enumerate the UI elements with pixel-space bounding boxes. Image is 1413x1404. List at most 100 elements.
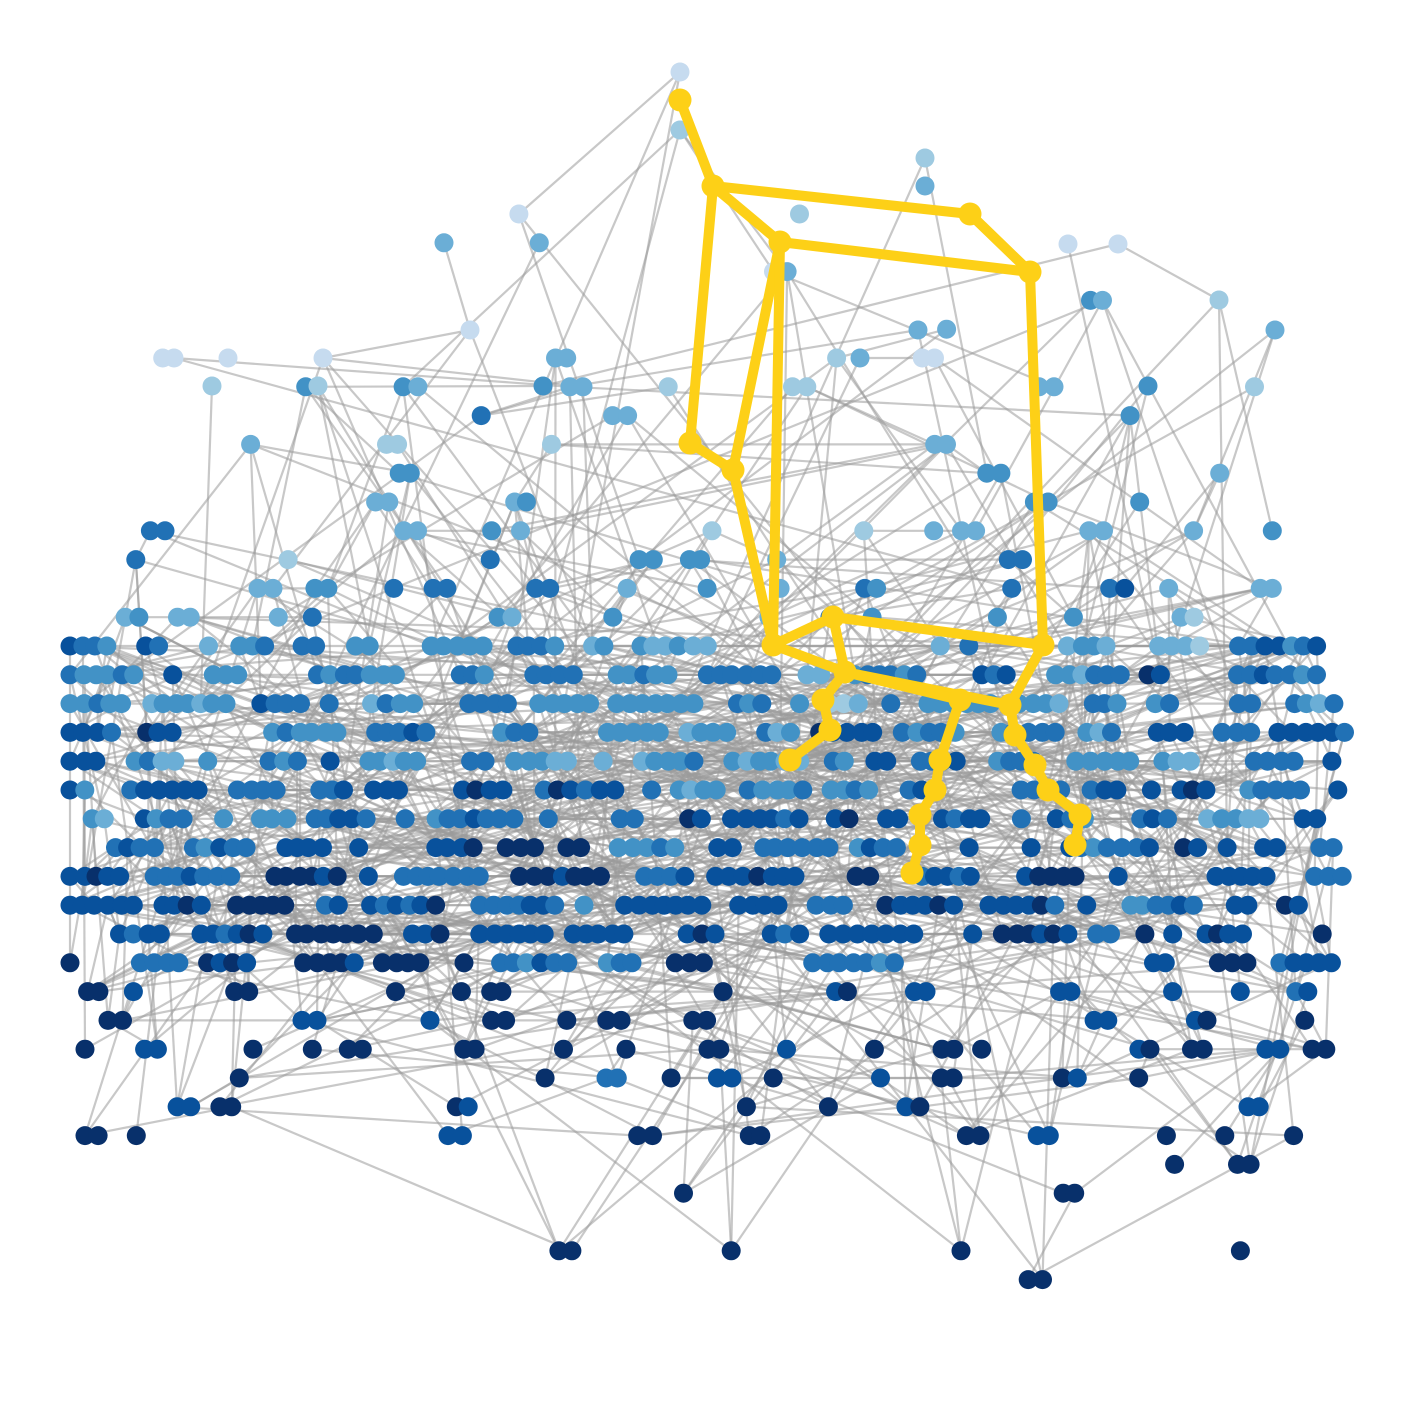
graph-edge (857, 847, 963, 1252)
graph-node (239, 982, 259, 1002)
graph-node (423, 578, 443, 598)
graph-node (1079, 521, 1099, 541)
graph-node (167, 1097, 187, 1117)
graph-node (722, 809, 741, 829)
graph-node (504, 809, 524, 829)
highlight-node (668, 88, 692, 112)
graph-node (1043, 924, 1063, 944)
graph-node (1112, 838, 1132, 858)
graph-node (129, 607, 149, 627)
graph-node (94, 809, 114, 829)
graph-node (1176, 636, 1196, 656)
graph-edge (83, 644, 484, 676)
graph-node (74, 694, 94, 714)
graph-node (937, 319, 957, 339)
graph-edge (94, 645, 274, 734)
graph-node (1021, 838, 1041, 858)
graph-node (363, 924, 383, 944)
graph-node (792, 838, 812, 858)
graph-node (571, 838, 591, 858)
graph-node (848, 924, 867, 944)
graph-node (1031, 895, 1051, 915)
graph-node (1307, 636, 1327, 656)
graph-node (163, 665, 183, 685)
graph-node (1052, 1068, 1072, 1088)
graph-node (558, 953, 578, 973)
graph-node (617, 578, 637, 598)
graph-node (388, 434, 408, 454)
graph-node (426, 895, 446, 915)
graph-edge (652, 1076, 1063, 1137)
graph-node (1158, 809, 1177, 829)
graph-node (777, 1039, 796, 1059)
graph-node (554, 1039, 573, 1059)
graph-node (1324, 694, 1344, 714)
graph-node (1155, 953, 1175, 973)
graph-node (1159, 578, 1179, 598)
graph-node (524, 866, 544, 886)
graph-node (1310, 838, 1330, 858)
graph-edge (1234, 904, 1308, 964)
graph-node (236, 838, 256, 858)
graph-node (1230, 982, 1250, 1002)
graph-node (75, 1039, 95, 1059)
graph-node (88, 722, 107, 742)
graph-node (1045, 722, 1065, 742)
graph-node (389, 780, 408, 800)
graph-edge (700, 558, 1253, 648)
graph-node (665, 838, 685, 858)
graph-node (511, 521, 530, 541)
graph-node (721, 1241, 741, 1261)
graph-node (549, 1241, 569, 1261)
graph-node (320, 751, 340, 771)
graph-edge (357, 587, 551, 849)
graph-node (225, 982, 245, 1002)
graph-node (618, 406, 638, 426)
graph-node (767, 722, 787, 742)
graph-node (420, 1010, 440, 1030)
graph-node (629, 550, 649, 570)
graph-node (302, 607, 322, 627)
graph-node (292, 1010, 312, 1030)
graph-node (1170, 895, 1190, 915)
highlight-node (701, 174, 725, 198)
graph-node (762, 665, 782, 685)
graph-node (1219, 924, 1239, 944)
graph-node (761, 751, 781, 771)
graph-node (1081, 751, 1100, 771)
graph-node (144, 838, 164, 858)
graph-edge (1054, 904, 1146, 936)
highlight-edge (768, 640, 850, 677)
graph-node (222, 1097, 242, 1117)
highlight-edge (828, 612, 1048, 650)
graph-node (545, 636, 565, 656)
graph-node (1183, 895, 1203, 915)
graph-node (1302, 1039, 1322, 1059)
graph-node (301, 722, 321, 742)
graph-node (1229, 636, 1249, 656)
graph-node (177, 895, 197, 915)
graph-node (453, 780, 472, 800)
graph-node (386, 982, 405, 1002)
graph-node (1141, 780, 1161, 800)
graph-edge (1237, 587, 1274, 647)
graph-node (153, 694, 173, 714)
graph-node (275, 895, 295, 915)
graph-node (1288, 895, 1308, 915)
graph-edge (479, 904, 836, 993)
graph-node (854, 521, 874, 541)
graph-edge (540, 129, 682, 647)
graph-node (892, 722, 912, 742)
graph-node (159, 809, 179, 829)
graph-edge (1054, 732, 1095, 848)
graph-edge (177, 616, 1068, 648)
graph-node (1217, 838, 1237, 858)
graph-node (1242, 636, 1262, 656)
graph-node (181, 1097, 201, 1117)
graph-node (60, 751, 80, 771)
graph-edge (1108, 587, 1316, 878)
graph-edge (549, 587, 708, 648)
graph-node (274, 751, 294, 771)
graph-node (850, 348, 870, 368)
graph-node (497, 694, 517, 714)
